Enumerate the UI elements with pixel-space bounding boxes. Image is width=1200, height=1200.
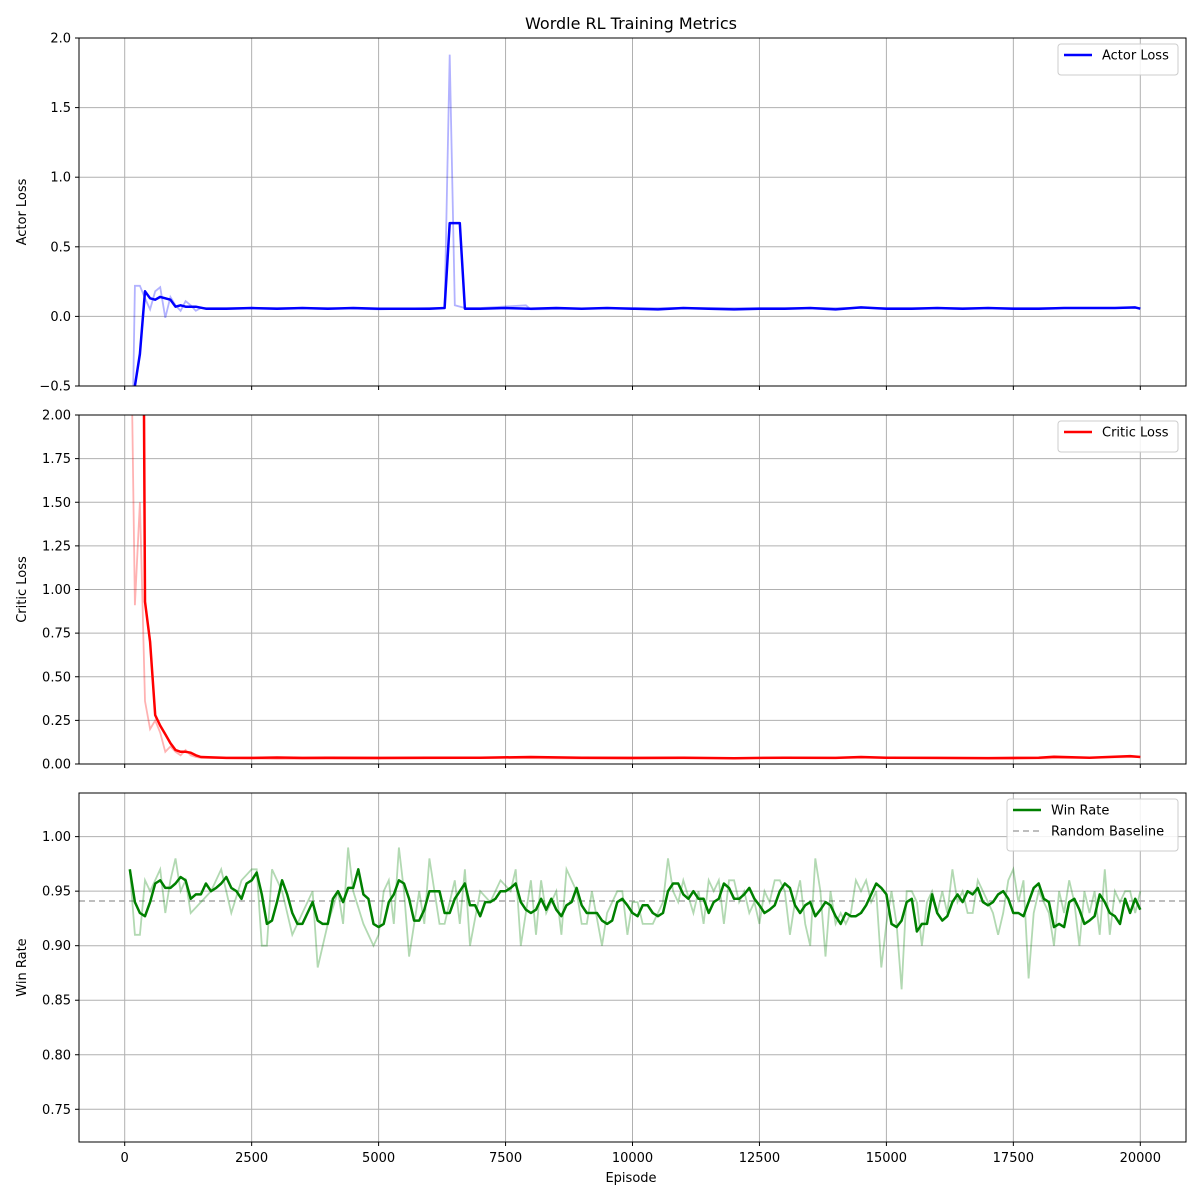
y-tick-label: 0.95 [42,885,71,900]
legend-label: Actor Loss [1102,49,1169,64]
y-tick-label: 1.0 [50,171,71,186]
y-tick-label: 1.00 [42,583,71,598]
y-tick-label: 0.00 [42,758,71,773]
y-tick-label: 1.5 [50,101,71,116]
x-tick-label: 15000 [866,1151,907,1166]
winrate-raw-line [128,847,1142,990]
y-axis-label-critic: Critic Loss [15,556,30,623]
winrate-smoothed-line [128,868,1142,933]
series-winrate [79,847,1186,990]
x-tick-label: 5000 [362,1151,395,1166]
panel-actor: −0.5 0.0 0.5 1.0 1.5 2.0 Actor Loss Actor Loss [15,32,1187,395]
actor-smoothed-line [133,221,1141,386]
y-tick-label: 1.50 [42,496,71,511]
x-tick-label: 20000 [1120,1151,1161,1166]
x-axis-label: Episode [605,1171,656,1186]
y-axis-label-actor: Actor Loss [15,178,30,245]
y-tick-label: 1.25 [42,539,71,554]
legend-critic: Critic Loss [1057,420,1179,453]
x-tick-label: 10000 [612,1151,653,1166]
chart-title: Wordle RL Training Metrics [525,14,737,33]
panel-winrate: 0.75 0.80 0.85 0.90 0.95 1.00 0 2500 5000 7500 100… [15,792,1187,1166]
y-tick-label: 0.75 [42,627,71,642]
y-tick-label: 0.80 [42,1048,71,1063]
legend-winrate: Win Rate Random Baseline [1006,798,1179,852]
y-tick-label: 0.0 [50,310,71,325]
legend-label: Win Rate [1051,804,1109,819]
x-tick-label: 17500 [993,1151,1034,1166]
legend-label: Critic Loss [1102,426,1169,441]
y-tick-label: 1.00 [42,830,71,845]
y-tick-label: 1.75 [42,452,71,467]
series-actor [132,54,1141,386]
legend-actor: Actor Loss [1057,43,1179,76]
x-tick-label: 2500 [235,1151,268,1166]
y-tick-label: −0.5 [39,380,71,395]
legend-box [1006,798,1179,852]
x-tick-label: 0 [121,1151,129,1166]
y-tick-label: 2.00 [42,409,71,424]
y-tick-label: 0.25 [42,714,71,729]
y-axis-label-winrate: Win Rate [15,938,30,996]
series-critic [131,415,1141,760]
critic-smoothed-line [142,415,1141,760]
y-tick-label: 2.0 [50,32,71,47]
panels: −0.5 0.0 0.5 1.0 1.5 2.0 Actor Loss Actor Loss 0… [15,32,1187,1166]
y-tick-label: 0.75 [42,1103,71,1118]
x-tick-label: 12500 [739,1151,780,1166]
legend-box [1057,420,1179,453]
y-tick-label: 0.85 [42,994,71,1009]
legend-label: Random Baseline [1051,825,1164,840]
x-tick-label: 7500 [489,1151,522,1166]
y-tick-label: 0.50 [42,670,71,685]
panel-critic: 0.00 0.25 0.50 0.75 1.00 1.25 1.50 1.75 2.00 Crit… [15,409,1187,773]
y-tick-label: 0.5 [50,240,71,255]
y-tick-label: 0.90 [42,939,71,954]
legend-box [1057,43,1179,76]
